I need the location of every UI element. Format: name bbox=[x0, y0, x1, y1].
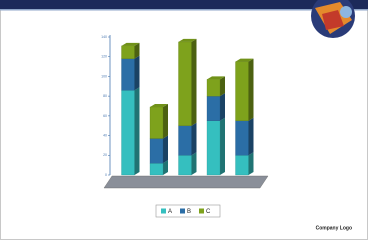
bar-side bbox=[249, 59, 254, 121]
bar-side bbox=[220, 93, 225, 121]
bar-side bbox=[192, 152, 197, 175]
y-tick-label: 0 bbox=[105, 173, 107, 177]
legend-label: C bbox=[206, 209, 211, 215]
bar-segment bbox=[236, 121, 249, 155]
legend-label: A bbox=[168, 209, 172, 215]
bar-side bbox=[220, 76, 225, 96]
bar-segment bbox=[207, 121, 220, 175]
logo-text: Company Logo bbox=[316, 225, 352, 231]
bar-segment bbox=[207, 96, 220, 121]
bar-segment bbox=[150, 107, 163, 139]
bar-segment bbox=[150, 139, 163, 164]
bar-side bbox=[249, 152, 254, 175]
bar-side bbox=[220, 118, 225, 175]
bar-side bbox=[249, 118, 254, 156]
bar-segment bbox=[150, 163, 163, 175]
bar-segment bbox=[122, 59, 135, 91]
bar-side bbox=[135, 56, 140, 91]
bar-side bbox=[163, 136, 168, 164]
legend-label: B bbox=[187, 209, 191, 215]
legend-swatch bbox=[161, 209, 166, 214]
bar-segment bbox=[179, 42, 192, 126]
slide: Company Logo 0 20 40 60 80 100 120 140 A B C bbox=[0, 0, 368, 240]
floor bbox=[104, 176, 268, 188]
y-tick-label: 140 bbox=[101, 35, 107, 39]
legend-swatch bbox=[180, 209, 185, 214]
bar-side bbox=[135, 87, 140, 175]
bar-segment bbox=[179, 126, 192, 156]
bar-segment bbox=[236, 62, 249, 121]
y-tick-label: 20 bbox=[103, 153, 107, 157]
bar-segment bbox=[179, 155, 192, 175]
bar-segment bbox=[236, 155, 249, 175]
y-tick-label: 80 bbox=[103, 94, 107, 98]
y-tick-label: 120 bbox=[101, 55, 107, 59]
bar-segment bbox=[122, 46, 135, 59]
bar-side bbox=[192, 123, 197, 156]
bar-segment bbox=[122, 90, 135, 175]
bar-side bbox=[163, 104, 168, 139]
y-tick-label: 100 bbox=[101, 74, 107, 78]
legend-swatch bbox=[199, 209, 204, 214]
y-tick-label: 60 bbox=[103, 114, 107, 118]
bar-side bbox=[192, 39, 197, 126]
y-tick-label: 40 bbox=[103, 133, 107, 137]
bar-segment bbox=[207, 79, 220, 96]
